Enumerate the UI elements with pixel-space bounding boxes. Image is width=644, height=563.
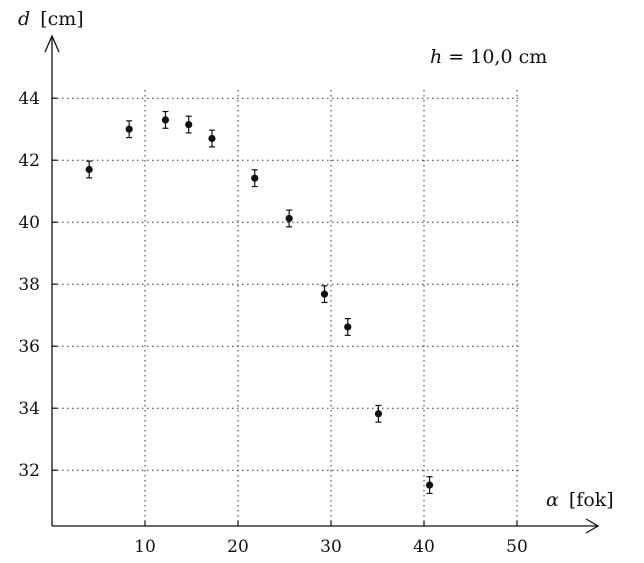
y-tick-label-34: 34 [18,399,40,419]
y-tick-label-32: 32 [18,461,40,481]
point-marker [161,116,170,124]
data-point-4 [185,115,193,134]
data-point-11 [425,476,434,495]
data-point-9 [344,318,352,336]
x-axis-arrow [585,518,600,534]
annotation-symbol: h [430,46,442,68]
grid [52,90,520,526]
point-marker [125,125,133,133]
data-point-8 [320,285,329,304]
data-point-1 [85,160,93,179]
point-marker [185,120,193,129]
y-axis-arrow [44,34,60,53]
y-tick-label-42: 42 [18,151,40,171]
data-point-7 [285,209,293,228]
y-axis-unit: [cm] [34,8,84,30]
point-marker [425,481,434,489]
annotation: h = 10,0 cm [430,46,547,68]
data-points [85,110,434,495]
x-tick-label-40: 40 [413,537,435,557]
y-tick-label-40: 40 [18,213,40,233]
data-point-5 [208,129,216,148]
x-axis-label: α [fok] [546,489,614,511]
point-marker [344,323,352,331]
y-axis-label: d [cm] [18,8,84,30]
axes [44,34,600,534]
annotation-text: = 10,0 cm [442,46,547,68]
point-marker [251,174,259,182]
data-point-6 [251,169,259,188]
x-axis-unit: [fok] [563,489,614,511]
point-marker [374,410,383,418]
data-point-10 [374,404,383,423]
point-marker [208,134,216,143]
x-axis-symbol: α [546,489,559,511]
data-point-3 [161,110,170,129]
x-tick-label-50: 50 [506,537,528,557]
y-tick-label-36: 36 [18,337,40,357]
point-marker [320,290,329,298]
x-tick-label-10: 10 [134,537,156,557]
data-point-2 [125,120,133,139]
point-marker [85,165,93,174]
y-axis-symbol: d [18,8,30,30]
x-tick-label-30: 30 [320,537,342,557]
y-tick-label-38: 38 [18,275,40,295]
ticks: 10 20 30 40 50 32 34 36 38 40 42 44 [18,89,527,557]
y-tick-label-44: 44 [18,89,40,109]
x-tick-label-20: 20 [227,537,249,557]
point-marker [285,214,293,223]
